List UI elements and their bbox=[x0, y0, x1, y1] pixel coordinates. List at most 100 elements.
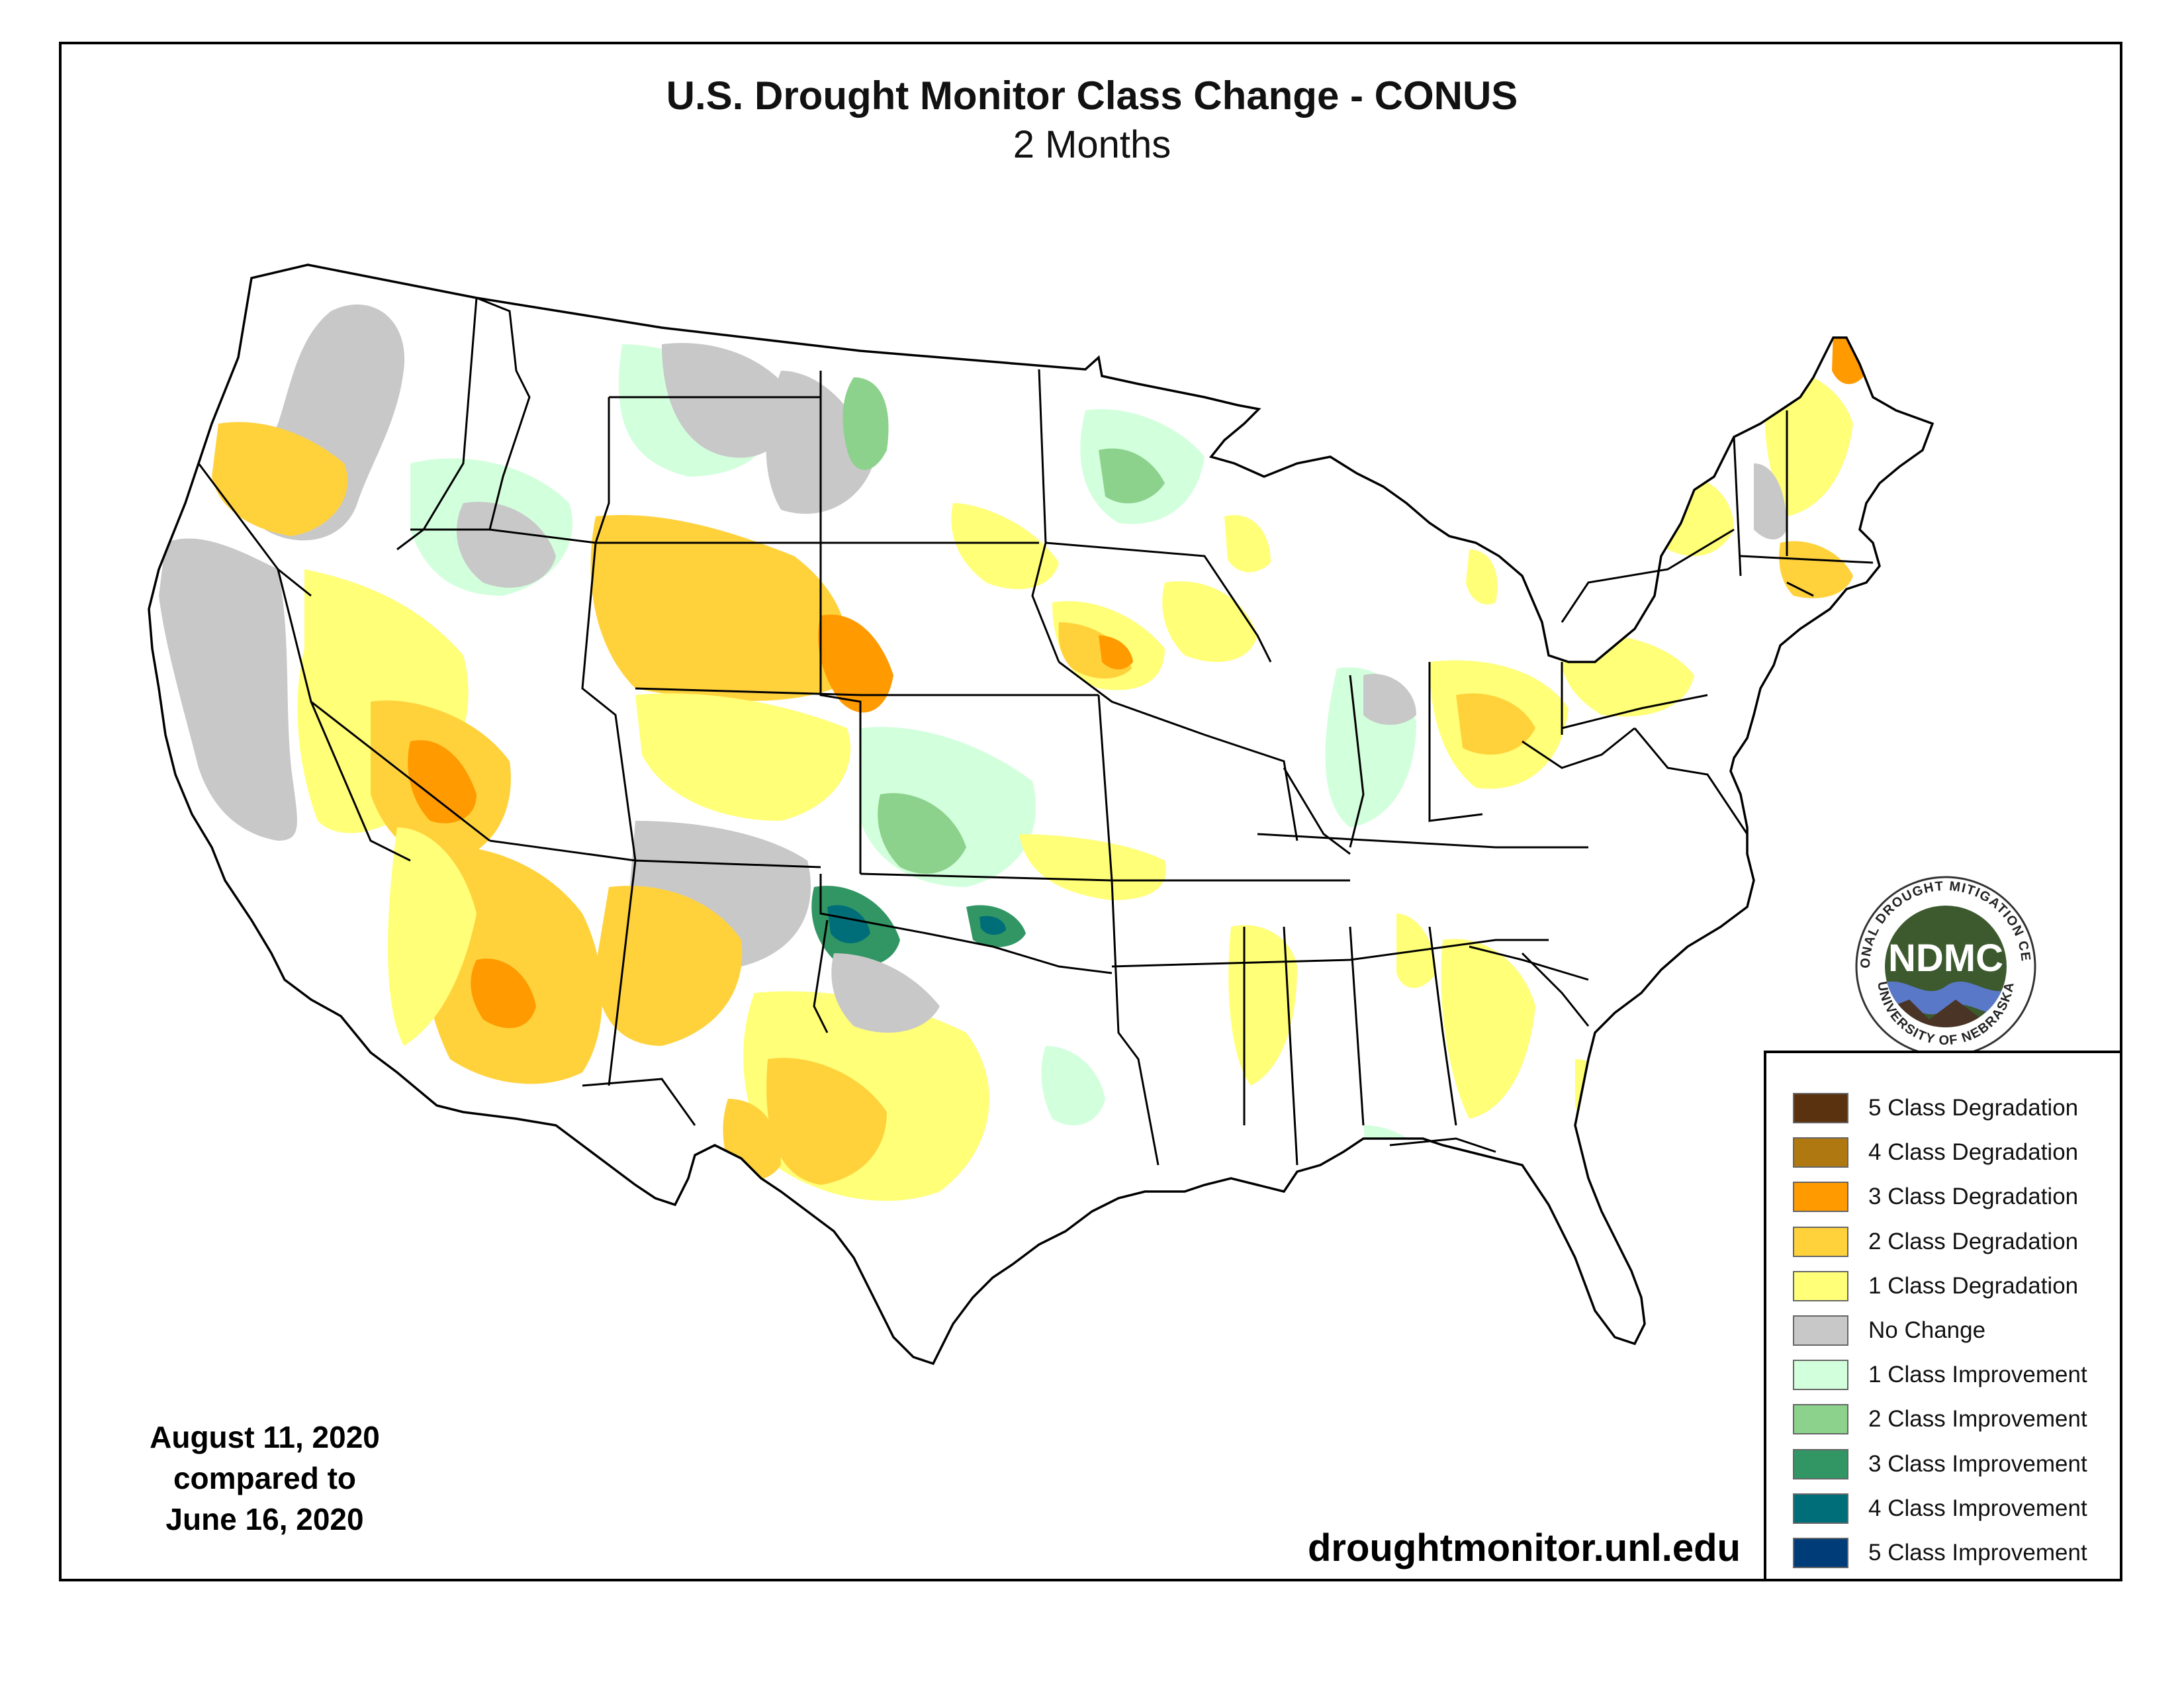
change-region-degrade2 bbox=[212, 422, 348, 536]
change-region-degrade2 bbox=[1779, 541, 1853, 598]
change-region-improve2 bbox=[878, 793, 966, 874]
state-border bbox=[1257, 833, 1588, 849]
state-border bbox=[310, 700, 490, 842]
state-border bbox=[1521, 952, 1590, 1027]
state-border bbox=[819, 874, 1113, 974]
current-date: August 11, 2020 bbox=[150, 1420, 380, 1454]
state-border bbox=[1633, 727, 1749, 835]
state-border bbox=[819, 371, 862, 874]
change-region-degrade3 bbox=[818, 614, 893, 713]
change-region-nochange bbox=[1363, 674, 1416, 725]
state-border bbox=[1283, 926, 1298, 1166]
legend-label: 4 Class Improvement bbox=[1868, 1495, 2087, 1521]
state-border bbox=[396, 297, 478, 551]
legend-swatch bbox=[1793, 1404, 1848, 1435]
change-region-improve4 bbox=[979, 915, 1006, 935]
state-border bbox=[1349, 675, 1365, 848]
state-border bbox=[476, 297, 531, 530]
change-region-nochange bbox=[1754, 463, 1787, 539]
change-region-degrade1 bbox=[1466, 549, 1498, 605]
legend-item: 4 Class Degradation bbox=[1793, 1136, 2078, 1169]
legend-item: 2 Class Improvement bbox=[1793, 1403, 2087, 1436]
change-region-degrade1 bbox=[1441, 939, 1535, 1119]
legend-swatch bbox=[1793, 1315, 1848, 1346]
legend-item: 5 Class Degradation bbox=[1793, 1092, 2078, 1125]
change-regions bbox=[159, 305, 1864, 1201]
change-region-degrade2 bbox=[766, 1058, 887, 1185]
legend-item: 2 Class Degradation bbox=[1793, 1225, 2078, 1258]
state-border bbox=[1561, 694, 1708, 729]
compared-to-label: compared to bbox=[173, 1461, 357, 1495]
change-region-degrade1 bbox=[635, 693, 851, 821]
legend-label: 4 Class Degradation bbox=[1868, 1139, 2079, 1166]
change-region-degrade1 bbox=[1019, 834, 1166, 900]
legend-label: 2 Class Improvement bbox=[1868, 1406, 2087, 1432]
map-title: U.S. Drought Monitor Class Change - CONU… bbox=[666, 73, 1518, 118]
legend-swatch bbox=[1793, 1448, 1848, 1479]
ndmc-logo: NATIONAL DROUGHT MITIGATION CENTER UNIVE… bbox=[1850, 870, 2036, 1057]
legend-item: 4 Class Improvement bbox=[1793, 1492, 2087, 1525]
legend-item: 3 Class Improvement bbox=[1793, 1448, 2087, 1481]
change-region-degrade3 bbox=[471, 959, 536, 1029]
state-border bbox=[277, 569, 411, 862]
date-comparison: August 11, 2020 compared to June 16, 202… bbox=[99, 1417, 430, 1540]
change-region-degrade1 bbox=[951, 503, 1059, 589]
state-border bbox=[1097, 694, 1160, 1166]
legend-swatch bbox=[1793, 1182, 1848, 1213]
state-border bbox=[582, 1078, 696, 1126]
legend-swatch bbox=[1793, 1270, 1848, 1301]
legend-item: 3 Class Degradation bbox=[1793, 1180, 2078, 1213]
state-border bbox=[1058, 661, 1298, 841]
legend-swatch bbox=[1793, 1226, 1848, 1257]
state-border bbox=[1031, 369, 1060, 663]
legend-item: 5 Class Improvement bbox=[1793, 1536, 2087, 1570]
state-border bbox=[1522, 727, 1635, 769]
legend-label: 1 Class Degradation bbox=[1868, 1272, 2079, 1299]
state-border bbox=[1786, 581, 1814, 597]
state-border bbox=[635, 687, 861, 696]
change-region-degrade2 bbox=[596, 886, 743, 1046]
state-border bbox=[1733, 436, 1742, 577]
change-region-improve2 bbox=[842, 377, 889, 470]
change-region-degrade1 bbox=[1575, 1059, 1610, 1126]
legend-label: 5 Class Improvement bbox=[1868, 1540, 2087, 1566]
change-region-nochange bbox=[159, 538, 297, 841]
change-region-improve2 bbox=[1099, 448, 1165, 504]
change-region-improve4 bbox=[827, 905, 870, 943]
state-border bbox=[1111, 939, 1549, 968]
website-url: droughtmonitor.unl.edu bbox=[1307, 1526, 1741, 1570]
conus-outline bbox=[148, 263, 1934, 1366]
legend-label: No Change bbox=[1868, 1317, 1986, 1343]
state-border bbox=[860, 872, 1113, 882]
legend-item: 1 Class Improvement bbox=[1793, 1358, 2087, 1391]
state-border bbox=[1740, 555, 1874, 564]
state-border bbox=[1389, 1137, 1496, 1153]
legend-label: 3 Class Degradation bbox=[1868, 1184, 2079, 1210]
change-region-degrade3 bbox=[408, 740, 477, 823]
state-border bbox=[608, 860, 637, 1086]
state-border bbox=[1428, 662, 1483, 822]
logo-abbrev: NDMC bbox=[1888, 937, 2003, 980]
legend-swatch bbox=[1793, 1137, 1848, 1168]
state-borders bbox=[197, 297, 1874, 1166]
map-subtitle: 2 Months bbox=[1013, 123, 1171, 166]
legend-item: No Change bbox=[1793, 1314, 1985, 1347]
legend-label: 2 Class Degradation bbox=[1868, 1228, 2079, 1254]
state-border bbox=[581, 542, 637, 861]
legend-label: 5 Class Degradation bbox=[1868, 1095, 2079, 1121]
legend-swatch bbox=[1793, 1093, 1848, 1123]
change-region-nochange bbox=[662, 343, 794, 458]
legend-swatch bbox=[1793, 1493, 1848, 1524]
state-border bbox=[813, 919, 829, 1033]
change-region-improve1 bbox=[1041, 1046, 1105, 1125]
change-region-degrade2 bbox=[590, 515, 847, 701]
change-region-nochange bbox=[831, 953, 940, 1033]
legend: 5 Class Degradation 4 Class Degradation 3 … bbox=[1764, 1051, 2122, 1581]
change-region-nochange bbox=[457, 502, 556, 588]
change-region-degrade3 bbox=[1099, 635, 1133, 670]
change-region-degrade1 bbox=[388, 827, 477, 1046]
state-border bbox=[1428, 926, 1457, 1126]
state-border bbox=[1045, 541, 1272, 663]
baseline-date: June 16, 2020 bbox=[165, 1502, 364, 1536]
